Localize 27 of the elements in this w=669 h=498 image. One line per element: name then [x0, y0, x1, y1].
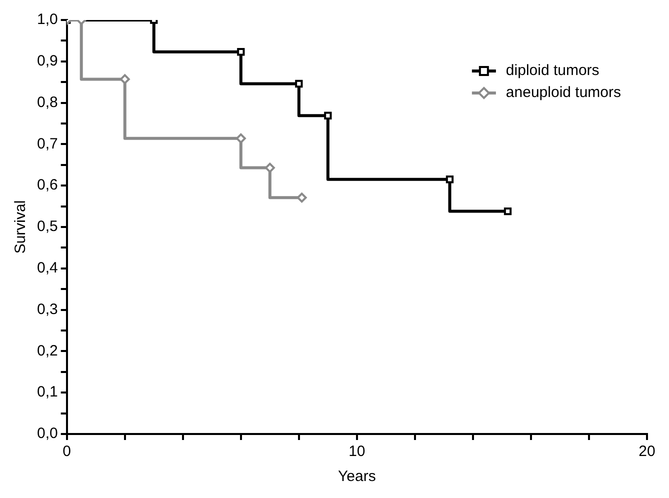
- y-axis-title: Survival: [12, 200, 30, 254]
- point: [504, 207, 512, 216]
- point: [264, 162, 275, 173]
- point: [120, 74, 130, 84]
- x-tick-label: 10: [348, 443, 366, 460]
- y-tick-label: 0,5: [36, 218, 58, 236]
- point: [324, 112, 332, 120]
- point: [237, 48, 245, 56]
- x-tick-label: 0: [62, 443, 72, 460]
- x-axis-title: Years: [338, 468, 376, 486]
- point: [236, 133, 246, 144]
- y-tick-label: 0,8: [36, 94, 58, 111]
- x-tick-label: 20: [638, 443, 656, 460]
- y-tick-label: 0,2: [36, 342, 58, 360]
- point: [295, 80, 303, 88]
- point: [296, 192, 307, 203]
- legend-label: diploid tumors: [506, 62, 600, 80]
- y-tick-label: 0,3: [36, 300, 58, 318]
- y-tick-label: 1,0: [36, 11, 58, 28]
- legend-label: aneuploid tumors: [506, 84, 622, 102]
- y-tick-label: 0,1: [36, 384, 58, 401]
- y-tick-label: 0,7: [36, 135, 58, 152]
- y-tick-label: 0,9: [36, 52, 58, 70]
- y-tick-label: 0,6: [36, 176, 58, 194]
- y-tick-label: 0,0: [36, 425, 58, 442]
- y-tick-label: 0,4: [36, 260, 58, 277]
- point: [446, 176, 454, 184]
